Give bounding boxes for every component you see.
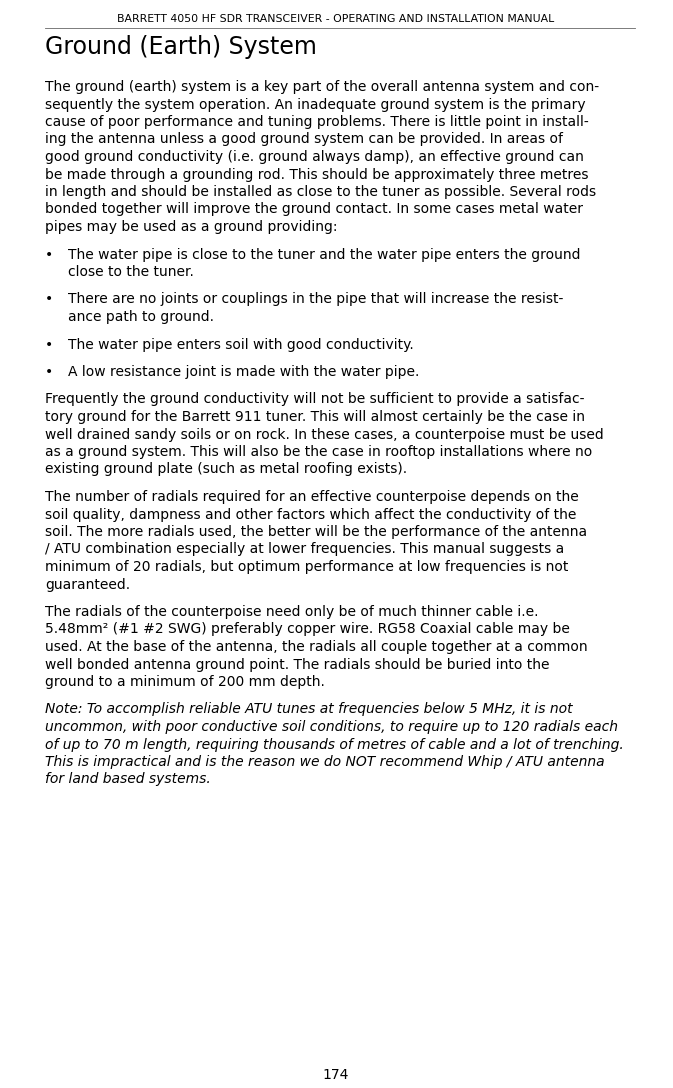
Text: cause of poor performance and tuning problems. There is little point in install-: cause of poor performance and tuning pro… — [45, 115, 589, 129]
Text: 5.48mm² (#1 #2 SWG) preferably copper wire. RG58 Coaxial cable may be: 5.48mm² (#1 #2 SWG) preferably copper wi… — [45, 622, 570, 636]
Text: The water pipe is close to the tuner and the water pipe enters the ground: The water pipe is close to the tuner and… — [68, 247, 581, 261]
Text: The number of radials required for an effective counterpoise depends on the: The number of radials required for an ef… — [45, 490, 579, 504]
Text: •: • — [45, 337, 53, 351]
Text: good ground conductivity (i.e. ground always damp), an effective ground can: good ground conductivity (i.e. ground al… — [45, 150, 584, 164]
Text: The water pipe enters soil with good conductivity.: The water pipe enters soil with good con… — [68, 337, 414, 351]
Text: for land based systems.: for land based systems. — [45, 772, 211, 787]
Text: tory ground for the Barrett 911 tuner. This will almost certainly be the case in: tory ground for the Barrett 911 tuner. T… — [45, 410, 585, 424]
Text: •: • — [45, 364, 53, 379]
Text: ing the antenna unless a good ground system can be provided. In areas of: ing the antenna unless a good ground sys… — [45, 133, 563, 147]
Text: as a ground system. This will also be the case in rooftop installations where no: as a ground system. This will also be th… — [45, 445, 592, 459]
Text: The radials of the counterpoise need only be of much thinner cable i.e.: The radials of the counterpoise need onl… — [45, 605, 538, 619]
Text: / ATU combination especially at lower frequencies. This manual suggests a: / ATU combination especially at lower fr… — [45, 543, 564, 556]
Text: well drained sandy soils or on rock. In these cases, a counterpoise must be used: well drained sandy soils or on rock. In … — [45, 428, 604, 442]
Text: ground to a minimum of 200 mm depth.: ground to a minimum of 200 mm depth. — [45, 675, 325, 689]
Text: •: • — [45, 293, 53, 307]
Text: of up to 70 m length, requiring thousands of metres of cable and a lot of trench: of up to 70 m length, requiring thousand… — [45, 738, 624, 752]
Text: minimum of 20 radials, but optimum performance at low frequencies is not: minimum of 20 radials, but optimum perfo… — [45, 560, 569, 574]
Text: in length and should be installed as close to the tuner as possible. Several rod: in length and should be installed as clo… — [45, 185, 596, 199]
Text: 174: 174 — [323, 1068, 349, 1081]
Text: soil quality, dampness and other factors which affect the conductivity of the: soil quality, dampness and other factors… — [45, 507, 576, 521]
Text: •: • — [45, 247, 53, 261]
Text: existing ground plate (such as metal roofing exists).: existing ground plate (such as metal roo… — [45, 462, 407, 477]
Text: pipes may be used as a ground providing:: pipes may be used as a ground providing: — [45, 220, 337, 234]
Text: sequently the system operation. An inadequate ground system is the primary: sequently the system operation. An inade… — [45, 98, 586, 111]
Text: be made through a grounding rod. This should be approximately three metres: be made through a grounding rod. This sh… — [45, 168, 588, 182]
Text: uncommon, with poor conductive soil conditions, to require up to 120 radials eac: uncommon, with poor conductive soil cond… — [45, 720, 618, 734]
Text: ance path to ground.: ance path to ground. — [68, 310, 214, 324]
Text: There are no joints or couplings in the pipe that will increase the resist-: There are no joints or couplings in the … — [68, 293, 563, 307]
Text: close to the tuner.: close to the tuner. — [68, 265, 194, 279]
Text: well bonded antenna ground point. The radials should be buried into the: well bonded antenna ground point. The ra… — [45, 657, 549, 671]
Text: bonded together will improve the ground contact. In some cases metal water: bonded together will improve the ground … — [45, 202, 583, 217]
Text: Frequently the ground conductivity will not be sufficient to provide a satisfac-: Frequently the ground conductivity will … — [45, 393, 584, 407]
Text: Note: To accomplish reliable ATU tunes at frequencies below 5 MHz, it is not: Note: To accomplish reliable ATU tunes a… — [45, 703, 573, 717]
Text: This is impractical and is the reason we do NOT recommend Whip / ATU antenna: This is impractical and is the reason we… — [45, 755, 604, 769]
Text: The ground (earth) system is a key part of the overall antenna system and con-: The ground (earth) system is a key part … — [45, 81, 599, 94]
Text: guaranteed.: guaranteed. — [45, 578, 130, 592]
Text: soil. The more radials used, the better will be the performance of the antenna: soil. The more radials used, the better … — [45, 526, 587, 539]
Text: A low resistance joint is made with the water pipe.: A low resistance joint is made with the … — [68, 364, 419, 379]
Text: BARRETT 4050 HF SDR TRANSCEIVER - OPERATING AND INSTALLATION MANUAL: BARRETT 4050 HF SDR TRANSCEIVER - OPERAT… — [117, 14, 555, 24]
Text: used. At the base of the antenna, the radials all couple together at a common: used. At the base of the antenna, the ra… — [45, 640, 588, 654]
Text: Ground (Earth) System: Ground (Earth) System — [45, 35, 317, 59]
